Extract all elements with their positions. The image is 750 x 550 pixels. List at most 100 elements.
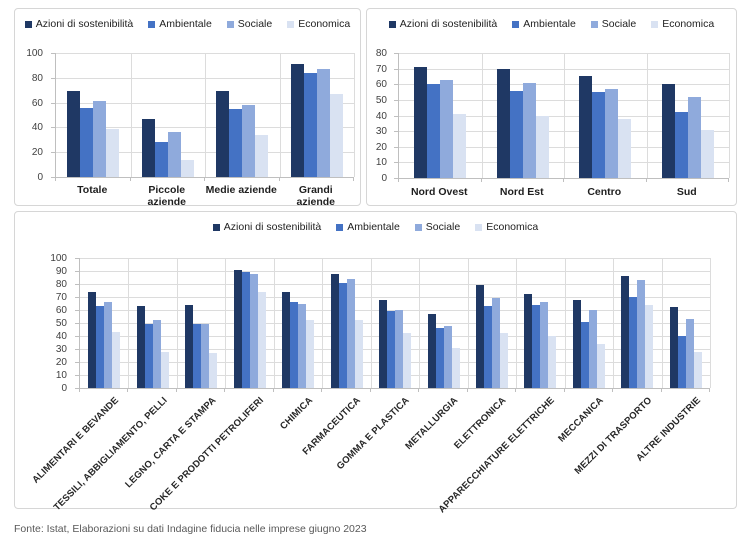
- y-axis-tick: [51, 127, 56, 129]
- y-axis-tick: [51, 53, 56, 54]
- x-axis-label: Piccole aziende: [147, 184, 186, 208]
- bar-group: [419, 258, 467, 388]
- x-axis-label: Totale: [77, 184, 108, 196]
- y-axis-tick-label: 40: [55, 331, 67, 342]
- chart-legend: Azioni di sostenibilità Ambientale Sociale…: [15, 18, 360, 30]
- bar: [330, 273, 339, 388]
- y-axis-tick-label: 60: [55, 305, 67, 316]
- bar: [669, 307, 678, 388]
- bar: [579, 76, 593, 178]
- vertical-gridline: [661, 258, 663, 388]
- bar-group: [662, 258, 710, 388]
- horizontal-gridline: [80, 310, 710, 311]
- bar: [588, 310, 597, 388]
- plot-area: [75, 258, 711, 392]
- legend-item: Azioni di sostenibilità: [24, 18, 134, 30]
- legend-item: Ambientale: [512, 18, 576, 30]
- x-axis-label: Nord Est: [499, 186, 544, 198]
- x-axis-tick: [645, 178, 647, 182]
- x-axis-tick: [369, 388, 371, 392]
- bar: [592, 92, 606, 178]
- bar: [106, 128, 120, 177]
- horizontal-gridline: [80, 297, 710, 298]
- bar-group: [205, 53, 280, 177]
- legend-swatch-icon: [414, 223, 422, 231]
- y-axis-tick-label: 0: [381, 173, 387, 184]
- bar: [637, 280, 646, 388]
- legend-swatch-icon: [512, 20, 520, 28]
- x-axis-tick: [660, 388, 662, 392]
- size-chart: Azioni di sostenibilità Ambientale Sociale…: [15, 9, 360, 208]
- bar: [677, 336, 686, 388]
- legend-item: Economica: [475, 221, 538, 233]
- bar-groups: [399, 53, 729, 178]
- vertical-gridline: [646, 53, 648, 178]
- bar: [548, 336, 557, 388]
- legend-item: Economica: [287, 18, 350, 30]
- x-axis-label: ALTRE INDUSTRIE: [634, 393, 709, 505]
- horizontal-gridline: [80, 284, 710, 285]
- vertical-gridline: [130, 53, 132, 177]
- bar-group: [613, 258, 661, 388]
- y-axis-tick: [394, 84, 399, 86]
- bar: [160, 351, 169, 388]
- legend-label: Economica: [662, 18, 715, 30]
- legend-swatch-icon: [475, 223, 483, 231]
- bar-group: [371, 258, 419, 388]
- bar-groups: [56, 53, 354, 177]
- bar: [141, 118, 155, 177]
- y-axis-tick-label: 60: [375, 79, 387, 91]
- bar: [185, 304, 194, 388]
- vertical-gridline: [613, 258, 615, 388]
- y-axis-tick: [75, 323, 80, 324]
- bar: [216, 91, 230, 177]
- vertical-gridline: [419, 258, 421, 388]
- bar: [290, 302, 299, 388]
- x-axis-tick: [515, 388, 517, 392]
- plot-area: [51, 53, 355, 181]
- bar: [522, 82, 536, 178]
- x-axis-tick: [321, 388, 323, 392]
- x-axis-tick: [278, 177, 280, 181]
- horizontal-gridline: [80, 271, 710, 272]
- y-axis-tick-label: 100: [26, 48, 43, 59]
- bar-group: [280, 53, 355, 177]
- bar: [80, 107, 94, 177]
- x-axis-labels: Nord Ovest Nord Est Centro Sud: [398, 186, 728, 198]
- y-axis-tick-label: 70: [55, 292, 67, 303]
- bar: [621, 276, 630, 388]
- y-axis-tick: [394, 115, 399, 117]
- bar-group: [565, 258, 613, 388]
- bar-group: [80, 258, 128, 388]
- x-axis-tick: [127, 388, 129, 392]
- bar: [687, 96, 701, 178]
- x-axis-label: Sud: [676, 186, 697, 198]
- legend-label: Sociale: [425, 221, 461, 233]
- legend-label: Economica: [298, 18, 351, 30]
- legend-label: Ambientale: [159, 18, 212, 30]
- legend-swatch-icon: [24, 20, 32, 28]
- bar: [338, 282, 347, 388]
- y-axis-tick: [75, 284, 80, 285]
- y-axis-tick-label: 0: [61, 383, 67, 394]
- bar: [152, 320, 161, 388]
- bar: [316, 69, 330, 177]
- bar: [572, 299, 581, 388]
- x-axis-tick: [398, 178, 399, 182]
- bar: [136, 306, 145, 388]
- horizontal-gridline: [80, 258, 710, 259]
- bar: [629, 297, 638, 388]
- vertical-gridline: [176, 258, 178, 388]
- vertical-gridline: [273, 258, 275, 388]
- bar: [387, 311, 396, 388]
- vertical-gridline: [370, 258, 372, 388]
- y-axis-tick: [75, 388, 80, 389]
- legend-label: Azioni di sostenibilità: [35, 18, 134, 30]
- y-axis-tick-label: 90: [55, 266, 67, 277]
- vertical-gridline: [128, 258, 130, 388]
- vertical-gridline: [205, 53, 206, 177]
- y-axis-tick-label: 40: [31, 122, 43, 134]
- y-axis-tick-label: 0: [37, 172, 43, 183]
- y-axis-tick: [394, 146, 399, 148]
- legend-item: Sociale: [414, 221, 461, 233]
